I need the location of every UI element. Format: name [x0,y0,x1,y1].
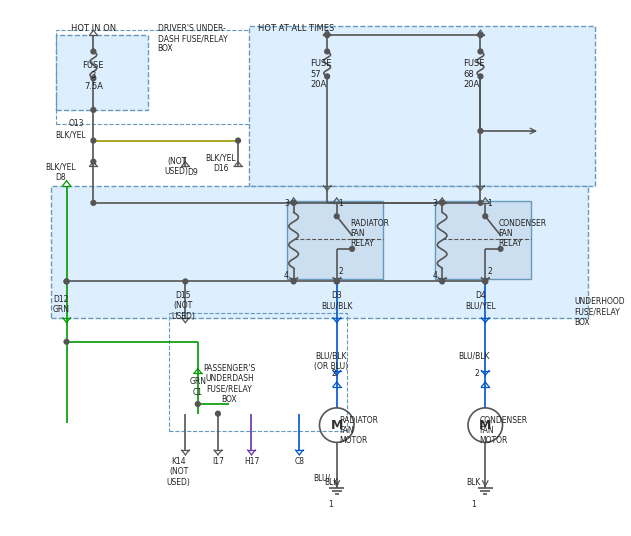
Text: 4: 4 [432,271,437,280]
Bar [51,185,587,318]
Text: 1: 1 [471,500,476,509]
Text: FUSE
68
20A: FUSE 68 20A [463,59,485,89]
Circle shape [216,411,220,416]
Circle shape [183,279,188,284]
Bar [169,313,347,431]
Text: BLK: BLK [324,478,338,487]
Text: 2: 2 [487,267,492,276]
Text: D15
(NOT
USED): D15 (NOT USED) [172,291,196,321]
Text: (NOT
USED): (NOT USED) [165,157,189,176]
Circle shape [64,339,69,344]
Circle shape [325,33,329,38]
Text: 1: 1 [487,199,492,208]
Circle shape [440,279,444,284]
Circle shape [478,74,483,79]
Text: HOT AT ALL TIMES: HOT AT ALL TIMES [258,24,334,33]
Circle shape [478,200,483,205]
Circle shape [334,214,339,219]
Circle shape [325,49,329,54]
Text: I17: I17 [212,457,224,466]
Bar [287,201,383,279]
Circle shape [483,214,488,219]
Circle shape [235,138,240,143]
Text: 4: 4 [284,271,289,280]
Circle shape [334,279,339,284]
Circle shape [196,401,200,406]
Text: 2: 2 [475,369,479,377]
Text: D3
BLU/BLK: D3 BLU/BLK [321,291,353,310]
Text: 2: 2 [339,267,343,276]
Text: RADIATOR
FAN
RELAY: RADIATOR FAN RELAY [350,219,389,248]
Text: 2: 2 [331,369,336,377]
Circle shape [334,279,339,284]
Circle shape [483,279,488,284]
Circle shape [478,49,483,54]
Circle shape [478,129,483,133]
Text: 3: 3 [432,199,437,208]
Text: BLK: BLK [466,478,481,487]
Text: BLK/YEL
D16: BLK/YEL D16 [206,154,236,173]
Circle shape [91,49,96,54]
Bar [249,26,596,185]
Circle shape [350,247,355,251]
Text: FUSE
3
7.5A: FUSE 3 7.5A [83,61,104,91]
Text: FUSE
57
20A: FUSE 57 20A [310,59,331,89]
Text: D4
BLU/YEL: D4 BLU/YEL [465,291,496,310]
Text: H17: H17 [244,457,259,466]
Text: BLU/: BLU/ [313,473,330,482]
Text: RADIATOR
FAN
MOTOR: RADIATOR FAN MOTOR [339,415,379,445]
Circle shape [292,279,296,284]
Circle shape [440,200,444,205]
Text: BLK/YEL: BLK/YEL [55,130,86,139]
Text: UNDERHOOD
FUSE/RELAY
BOX: UNDERHOOD FUSE/RELAY BOX [574,297,625,326]
Bar [435,201,531,279]
Text: HOT IN ON: HOT IN ON [71,24,116,33]
Text: 3: 3 [284,199,289,208]
Circle shape [91,200,96,205]
Text: BLU/BLK: BLU/BLK [458,352,490,360]
Circle shape [91,108,96,113]
Circle shape [498,247,503,251]
Text: D9: D9 [187,168,198,177]
Circle shape [64,279,69,284]
Text: GRN
C1: GRN C1 [189,377,206,397]
Circle shape [91,76,96,81]
Text: CONDENSER
FAN
RELAY: CONDENSER FAN RELAY [498,219,547,248]
Circle shape [64,279,69,284]
Text: O13: O13 [68,118,84,128]
Text: BLK/YEL
D8: BLK/YEL D8 [45,162,76,182]
Circle shape [478,33,483,38]
Bar [56,31,256,124]
Circle shape [325,74,329,79]
Text: 1: 1 [329,500,333,509]
Text: M: M [479,419,492,431]
Circle shape [483,279,488,284]
Text: 1: 1 [339,199,343,208]
Text: DRIVER'S UNDER-
DASH FUSE/RELAY
BOX: DRIVER'S UNDER- DASH FUSE/RELAY BOX [158,24,227,54]
Text: PASSENGER'S
UNDERDASH
FUSE/RELAY
BOX: PASSENGER'S UNDERDASH FUSE/RELAY BOX [203,364,256,404]
Text: BLU/BLK
(OR BLU): BLU/BLK (OR BLU) [314,352,348,371]
Bar [56,35,148,110]
Circle shape [91,138,96,143]
Text: C8: C8 [295,457,304,466]
Text: D12
GRN: D12 GRN [52,295,69,314]
Text: K14
(NOT
USED): K14 (NOT USED) [167,457,191,487]
Circle shape [91,159,96,164]
Text: M: M [331,419,343,431]
Circle shape [292,200,296,205]
Text: CONDENSER
FAN
MOTOR: CONDENSER FAN MOTOR [480,415,528,445]
